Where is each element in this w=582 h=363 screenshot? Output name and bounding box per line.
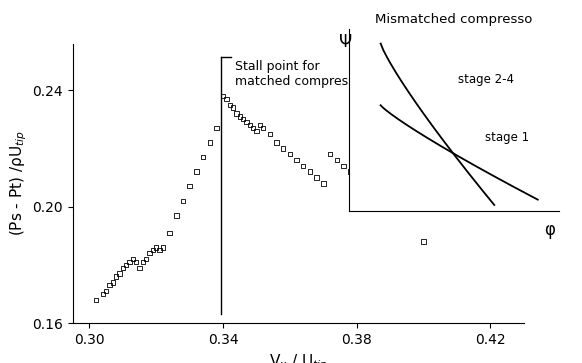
Point	[232, 110, 241, 116]
Point	[132, 259, 141, 265]
Point	[112, 274, 121, 280]
Point	[148, 247, 158, 253]
Point	[419, 238, 428, 244]
Point	[128, 256, 137, 262]
Point	[299, 163, 308, 169]
Point	[265, 131, 275, 137]
Point	[145, 250, 154, 256]
Point	[332, 157, 342, 163]
Point	[255, 122, 264, 128]
Point	[141, 256, 151, 262]
Point	[345, 169, 354, 175]
Point	[122, 262, 131, 268]
Point	[279, 146, 288, 151]
Point	[285, 151, 294, 157]
Text: φ: φ	[544, 221, 555, 240]
Point	[272, 140, 281, 146]
Point	[198, 154, 208, 160]
Point	[325, 151, 335, 157]
Point	[319, 180, 328, 186]
Point	[312, 175, 321, 180]
Point	[339, 163, 348, 169]
Point	[91, 297, 101, 303]
Point	[222, 96, 231, 102]
Text: Ψ: Ψ	[339, 33, 352, 51]
Point	[252, 128, 261, 134]
Point	[125, 259, 134, 265]
Point	[249, 125, 258, 131]
Point	[218, 93, 228, 99]
Point	[108, 280, 118, 285]
Text: stage 1: stage 1	[485, 131, 530, 144]
Point	[191, 169, 201, 175]
Point	[235, 114, 244, 119]
Point	[165, 230, 174, 236]
Point	[135, 265, 144, 271]
Point	[118, 265, 127, 271]
Point	[158, 244, 168, 250]
Point	[258, 125, 268, 131]
Point	[101, 288, 111, 294]
Point	[229, 105, 238, 110]
Point	[155, 247, 164, 253]
Point	[385, 204, 395, 209]
Point	[292, 157, 301, 163]
Point	[115, 271, 124, 277]
Point	[185, 183, 194, 189]
Text: Stall point for
matched compressor: Stall point for matched compressor	[235, 60, 367, 87]
Text: stage 2-4: stage 2-4	[458, 73, 514, 86]
Point	[139, 259, 148, 265]
Point	[245, 122, 254, 128]
Point	[178, 198, 187, 204]
Point	[239, 117, 248, 122]
Point	[205, 140, 214, 146]
Y-axis label: (Ps - Pt) /ρU$_{tip}$: (Ps - Pt) /ρU$_{tip}$	[9, 130, 29, 236]
Point	[242, 119, 251, 125]
X-axis label: V$_x$ / U$_{tip}$: V$_x$ / U$_{tip}$	[269, 352, 328, 363]
Point	[98, 291, 108, 297]
Point	[306, 169, 315, 175]
Point	[152, 244, 161, 250]
Point	[172, 212, 181, 218]
Title: Mismatched compresso: Mismatched compresso	[375, 13, 533, 26]
Point	[105, 282, 114, 288]
Point	[212, 125, 221, 131]
Point	[225, 102, 235, 107]
